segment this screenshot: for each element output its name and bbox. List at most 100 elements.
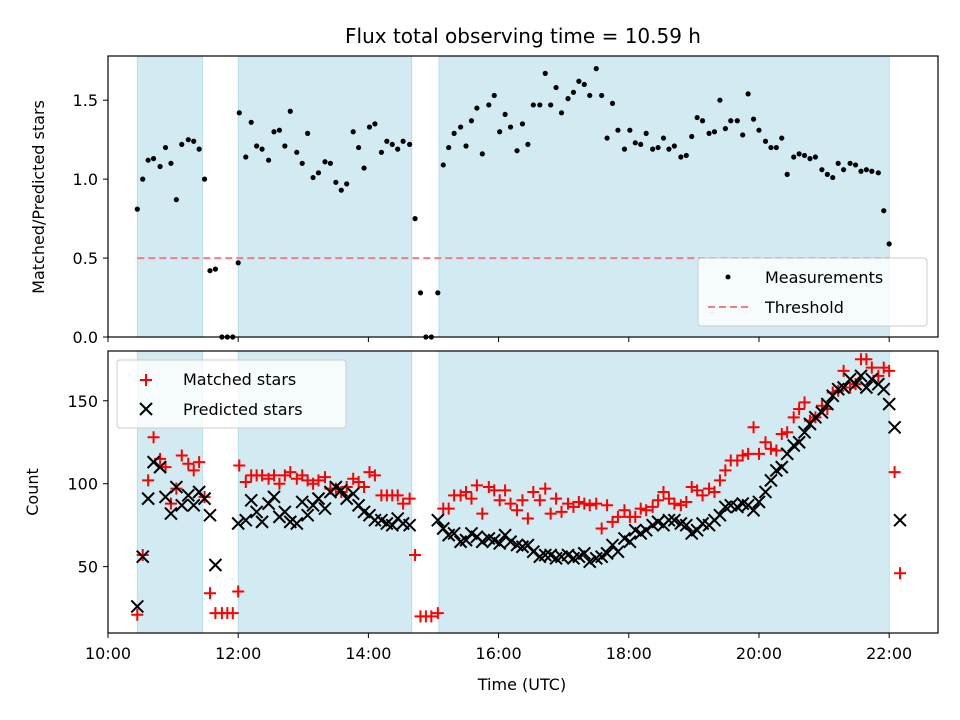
measurements-point (361, 165, 367, 171)
matched-stars-point (736, 449, 749, 462)
measurements-point (315, 170, 322, 176)
matched-stars-point (226, 607, 239, 620)
measurements-point (587, 92, 593, 99)
measurements-point (145, 157, 151, 163)
predicted-stars-point (146, 455, 161, 469)
measurements-point (756, 127, 762, 133)
matched-stars-point (595, 522, 608, 535)
chart-title: Flux total observing time = 10.59 h (345, 24, 701, 48)
measurements-point (248, 119, 254, 125)
predicted-stars-point (169, 480, 184, 494)
measurements-point (474, 105, 480, 111)
matched-stars-point (403, 492, 416, 505)
measurements-point (322, 159, 328, 165)
matched-stars-point (182, 457, 195, 470)
measurements-point (185, 137, 191, 143)
legend-label-measurements: Measurements (765, 268, 883, 287)
predicted-stars-point (249, 505, 264, 519)
predicted-stars-point (164, 506, 178, 521)
measurements-point (378, 149, 385, 155)
measurements-point (671, 143, 677, 149)
measurements-point (660, 135, 667, 141)
predicted-stars-point (577, 546, 592, 561)
measurements-point (519, 121, 526, 127)
measurements-point (162, 144, 169, 151)
measurements-point (212, 266, 219, 272)
measurements-point (271, 129, 277, 135)
measurements-point (440, 162, 446, 168)
measurements-point (599, 92, 605, 99)
measurements-point (745, 91, 751, 97)
count-x-tick-label: 10:00 (85, 644, 131, 663)
matched-stars-point (894, 567, 907, 580)
ratio-observing-span-1 (136, 55, 203, 338)
predicted-stars-point (792, 435, 806, 449)
matched-stars-point (442, 502, 455, 515)
matched-stars-point (318, 471, 331, 484)
measurements-point (593, 66, 599, 72)
predicted-stars-point (295, 495, 309, 509)
predicted-stars-point (203, 508, 217, 522)
matched-stars-point (719, 464, 732, 477)
measurements-point (875, 170, 881, 176)
measurements-point (276, 127, 283, 133)
measurements-point (576, 78, 582, 84)
matched-stars-point (256, 469, 269, 482)
predicted-stars-point (503, 535, 518, 549)
matched-stars-point (340, 481, 353, 494)
matched-stars-point (193, 456, 206, 469)
matched-stars-point (397, 497, 410, 510)
predicted-stars-point (334, 483, 348, 498)
matched-stars-point (521, 512, 534, 525)
predicted-stars-point (431, 513, 445, 527)
measurements-point (463, 143, 469, 149)
measurements-point (694, 114, 700, 121)
measurements-point (201, 176, 208, 182)
matched-stars-point (159, 461, 172, 474)
measurements-point (604, 135, 610, 141)
predicted-stars-point (713, 508, 727, 522)
matched-stars-point (539, 482, 552, 495)
predicted-stars-point (865, 372, 879, 386)
matched-stars-point (657, 486, 670, 498)
ratio-legend-box (697, 257, 928, 327)
measurements-point (666, 146, 672, 152)
measurements-point (699, 118, 706, 124)
measurements-point (372, 121, 378, 127)
predicted-stars-point (290, 516, 304, 531)
matched-stars-point (860, 353, 873, 366)
measurements-point (356, 144, 362, 151)
matched-stars-point (781, 426, 794, 439)
measurements-point (706, 130, 712, 136)
matched-stars-point (425, 610, 438, 623)
measurements-point (773, 144, 779, 151)
measurements-point (282, 143, 288, 149)
x-axis-label: Time (UTC) (477, 675, 566, 694)
measurements-point (310, 174, 316, 181)
measurements-point (299, 160, 305, 166)
predicted-stars-point (158, 490, 173, 504)
predicted-stars-point (877, 382, 891, 396)
predicted-stars-point (153, 460, 167, 474)
matched-stars-point (164, 497, 177, 510)
measurements-point (558, 110, 565, 116)
measurements-point (824, 171, 830, 177)
measurements-point (717, 97, 723, 103)
count-x-tick-label: 22:00 (866, 644, 912, 663)
matched-stars-point (203, 587, 216, 600)
measurements-point (609, 100, 616, 106)
measurements-point (768, 144, 774, 151)
measurements-point (435, 290, 441, 296)
matched-stars-point (759, 436, 772, 449)
count-x-tick-label: 18:00 (606, 644, 652, 663)
predicted-stars-point (746, 503, 761, 517)
measurements-point (847, 160, 853, 166)
matched-stars-point (708, 486, 721, 498)
predicted-stars-point (346, 486, 360, 501)
predicted-stars-point (475, 535, 490, 549)
measurements-point (807, 156, 813, 162)
matched-stars-point (883, 364, 896, 377)
measurements-point (179, 141, 185, 148)
matched-stars-point (770, 444, 783, 457)
predicted-stars-point (492, 536, 507, 551)
